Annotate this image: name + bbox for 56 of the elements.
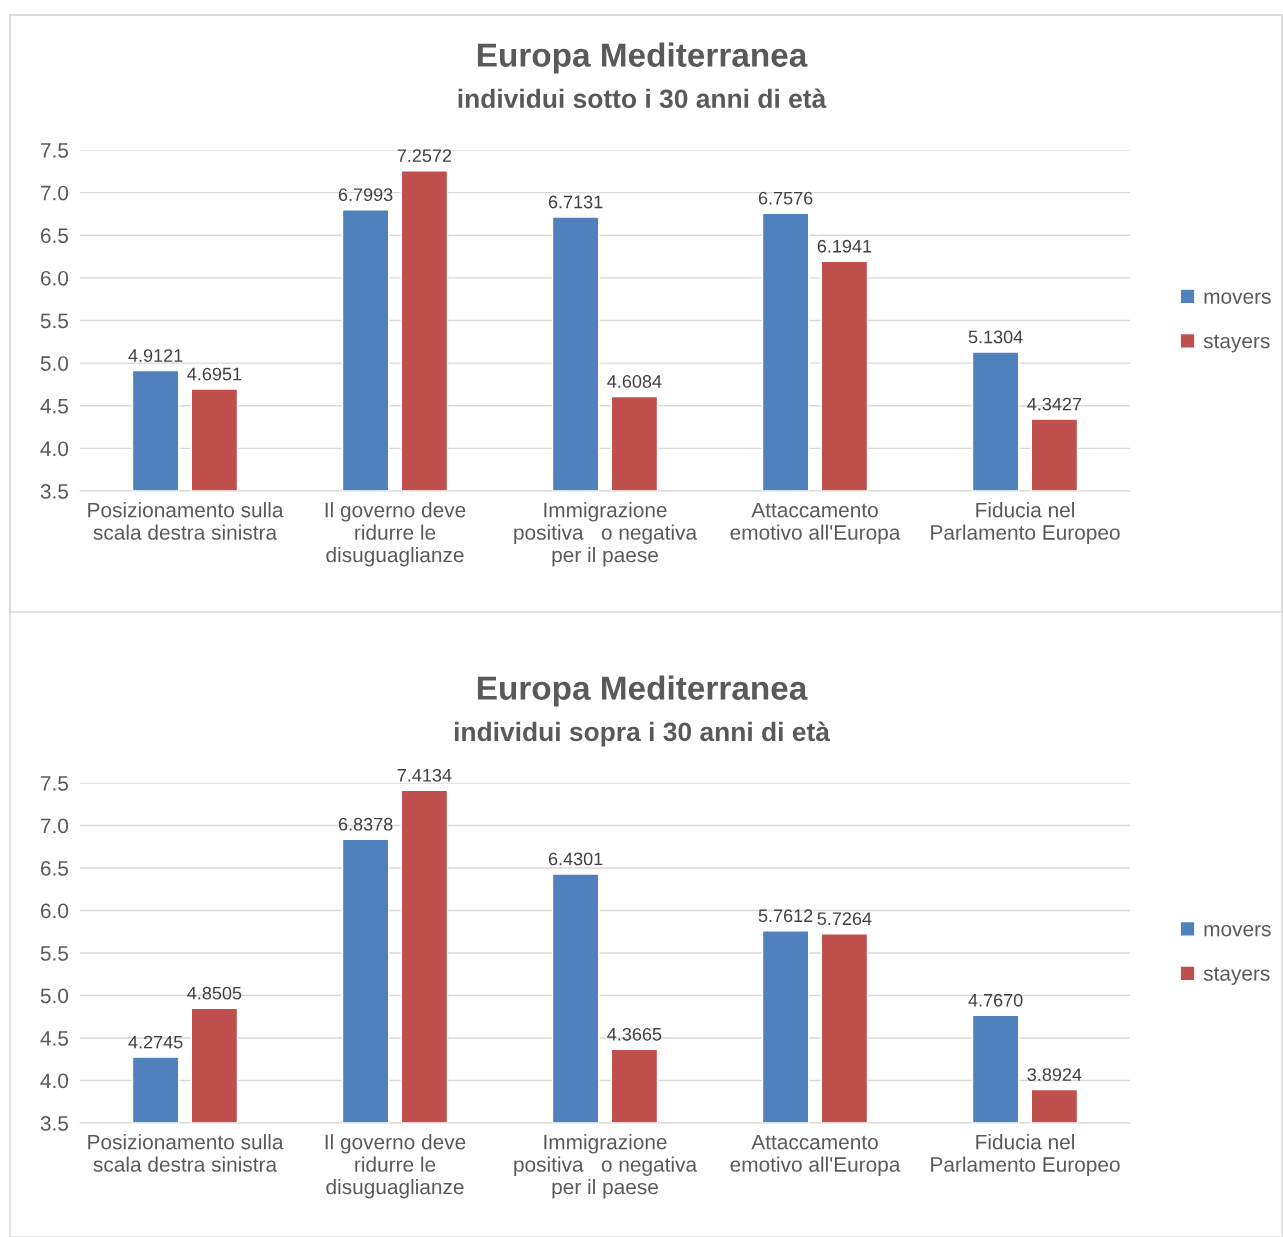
y-tick-label: 7.0 — [41, 185, 69, 201]
data-label: 4.7670 — [968, 993, 1023, 1007]
data-label: 6.7131 — [548, 195, 603, 209]
legend-label: movers — [1204, 924, 1271, 937]
data-label: 5.7612 — [758, 909, 813, 923]
y-tick-label: 5.0 — [40, 356, 69, 371]
x-tick-label: Immigrazione positiva o negativa per il paese — [514, 1134, 698, 1199]
data-label: 6.7576 — [758, 191, 813, 205]
data-label: 5.1304 — [968, 330, 1023, 344]
data-label: 3.8924 — [1027, 1068, 1082, 1081]
data-label: 4.3427 — [1027, 397, 1082, 411]
y-tick-label: 7.5 — [41, 143, 69, 158]
y-tick-label: 4.5 — [40, 1031, 69, 1046]
data-label: 5.7264 — [817, 912, 872, 926]
x-tick-label: Il governo deve ridurre le disuguaglianze — [325, 502, 466, 567]
x-tick-label: Posizionamento sulla scala destra sinistra — [88, 502, 284, 540]
y-tick-label: 6.0 — [40, 903, 69, 919]
x-tick-label: Immigrazione positiva o negativa per il paese — [514, 502, 698, 567]
y-tick-label: 4.5 — [40, 398, 69, 414]
chart-title: Europa Mediterranea — [477, 42, 808, 74]
data-label: 6.7993 — [338, 188, 393, 202]
data-label: 4.6951 — [187, 367, 242, 381]
data-label: 6.8378 — [338, 817, 393, 831]
data-label: 6.1941 — [817, 239, 872, 253]
y-tick-label: 3.5 — [40, 1116, 69, 1131]
x-tick-label: Fiducia nel Parlamento Europeo — [931, 502, 1120, 544]
legend-label: stayers — [1203, 967, 1270, 985]
chart-title: Europa Mediterranea — [477, 675, 808, 707]
y-tick-label: 5.5 — [40, 946, 69, 961]
x-tick-label: Attaccamento emotivo all'Europa — [730, 502, 901, 544]
data-label: 4.3665 — [607, 1027, 662, 1041]
data-label: 4.6084 — [607, 375, 662, 388]
y-tick-label: 7.0 — [41, 818, 69, 834]
data-label: 4.2745 — [128, 1035, 183, 1049]
chart-subtitle: individui sopra i 30 anni di età — [454, 721, 831, 747]
y-tick-label: 7.5 — [41, 776, 69, 791]
data-label: 4.8505 — [187, 986, 242, 1000]
x-tick-label: Il governo deve ridurre le disuguaglianze — [325, 1134, 466, 1199]
y-tick-label: 6.5 — [40, 228, 69, 243]
data-label: 7.2572 — [397, 149, 452, 163]
x-tick-label: Fiducia nel Parlamento Europeo — [931, 1134, 1120, 1176]
y-tick-label: 5.0 — [40, 988, 69, 1004]
y-tick-label: 4.0 — [40, 1073, 69, 1089]
data-label: 4.9121 — [128, 349, 183, 362]
data-label: 7.4134 — [397, 768, 452, 782]
y-tick-label: 5.5 — [40, 313, 69, 329]
y-tick-label: 3.5 — [40, 484, 69, 499]
legend-label: stayers — [1203, 334, 1270, 353]
legend-label: movers — [1204, 292, 1271, 304]
y-tick-label: 4.0 — [40, 441, 69, 457]
y-tick-label: 6.0 — [40, 270, 69, 286]
x-tick-label: Attaccamento emotivo all'Europa — [730, 1134, 901, 1176]
y-tick-label: 6.5 — [40, 861, 69, 876]
x-tick-label: Posizionamento sulla scala destra sinistra — [88, 1134, 284, 1172]
chart-subtitle: individui sotto i 30 anni di età — [458, 88, 827, 109]
data-label: 6.4301 — [548, 852, 603, 866]
